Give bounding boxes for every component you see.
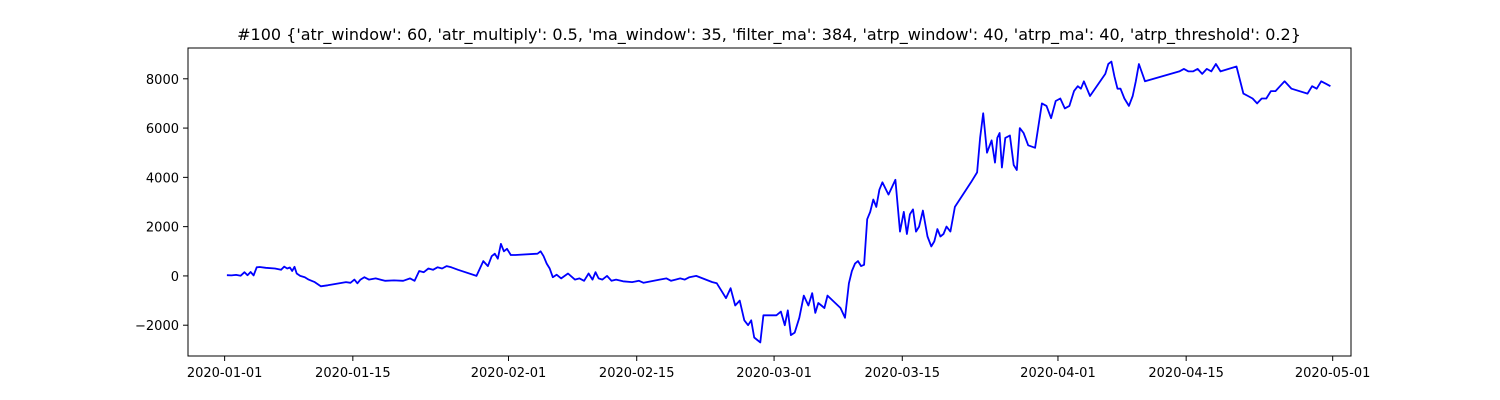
x-tick-label: 2020-04-15	[1148, 366, 1224, 381]
y-tick-label: −2000	[135, 319, 179, 334]
y-tick-label: 0	[171, 270, 179, 285]
plot-lines	[226, 60, 1331, 344]
y-tick-label: 6000	[146, 122, 179, 137]
series-line	[226, 60, 1331, 344]
y-tick-label: 2000	[146, 221, 179, 236]
y-tick-label: 8000	[146, 73, 179, 88]
x-axis: 2020-01-01 2020-01-15 2020-02-01 2020-02-15…	[187, 356, 1371, 381]
x-tick-label: 2020-01-01	[187, 366, 263, 381]
x-tick-label: 2020-05-01	[1295, 366, 1371, 381]
x-tick-label: 2020-02-15	[599, 366, 675, 381]
x-tick-label: 2020-03-15	[865, 366, 941, 381]
chart-title: #100 {'atr_window': 60, 'atr_multiply': …	[237, 25, 1301, 45]
x-tick-label: 2020-01-15	[315, 366, 391, 381]
x-tick-label: 2020-03-01	[736, 366, 812, 381]
y-tick-label: 4000	[146, 171, 179, 186]
x-tick-label: 2020-04-01	[1020, 366, 1096, 381]
y-axis: −2000 0 2000 4000 6000 8000	[135, 73, 188, 334]
plot-area-frame	[187, 47, 1352, 357]
x-tick-label: 2020-02-01	[471, 366, 547, 381]
